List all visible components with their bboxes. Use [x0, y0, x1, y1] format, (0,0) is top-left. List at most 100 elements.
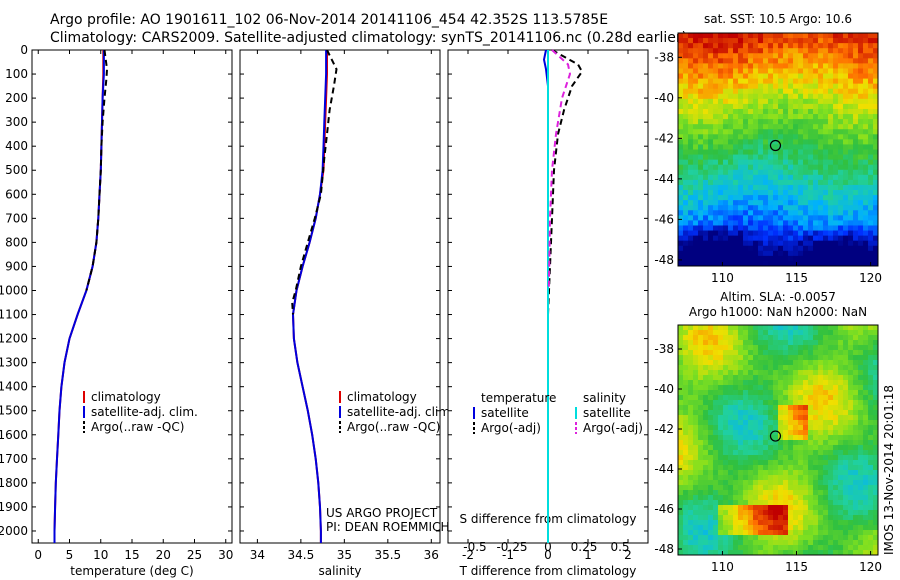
heatmap-cell	[828, 63, 834, 69]
heatmap-cell	[858, 179, 864, 186]
heatmap-cell	[743, 149, 749, 155]
heatmap-cell	[678, 540, 684, 546]
heatmap-cell	[823, 139, 829, 145]
heatmap-cell	[763, 420, 769, 426]
heatmap-cell	[818, 345, 824, 351]
heatmap-cell	[693, 410, 699, 416]
heatmap-cell	[753, 440, 759, 446]
heatmap-cell	[688, 500, 694, 506]
heatmap-cell	[698, 88, 704, 95]
heatmap-cell	[788, 435, 794, 441]
heatmap-cell	[838, 230, 844, 237]
heatmap-cell	[808, 375, 814, 381]
heatmap-cell	[768, 93, 774, 100]
heatmap-cell	[813, 103, 819, 110]
x-tick-label: 2	[624, 548, 632, 562]
heatmap-cell	[833, 114, 839, 120]
heatmap-cell	[713, 184, 719, 191]
heatmap-cell	[858, 340, 864, 346]
heatmap-cell	[738, 380, 744, 386]
legend-label: Argo(-adj)	[481, 421, 541, 435]
heatmap-cell	[828, 240, 834, 247]
heatmap-cell	[783, 350, 789, 356]
heatmap-cell	[848, 250, 854, 257]
heatmap-cell	[828, 33, 834, 39]
heatmap-cell	[838, 58, 844, 64]
heatmap-cell	[703, 440, 709, 446]
heatmap-cell	[778, 114, 784, 120]
heatmap-cell	[713, 63, 719, 69]
heatmap-cell	[823, 405, 829, 411]
heatmap-cell	[873, 420, 879, 426]
heatmap-cell	[833, 53, 839, 59]
heatmap-cell	[773, 93, 779, 100]
heatmap-cell	[703, 195, 709, 201]
heatmap-cell	[678, 114, 684, 120]
heatmap-cell	[833, 330, 839, 336]
heatmap-cell	[773, 470, 779, 476]
heatmap-cell	[718, 58, 724, 64]
heatmap-cell	[748, 350, 754, 356]
heatmap-cell	[758, 410, 764, 416]
heatmap-cell	[778, 500, 784, 506]
heatmap-cell	[773, 525, 779, 531]
heatmap-cell	[853, 225, 859, 231]
heatmap-cell	[723, 43, 729, 49]
heatmap-cell	[803, 325, 809, 331]
heatmap-cell	[738, 58, 744, 64]
heatmap-cell	[758, 480, 764, 486]
heatmap-cell	[728, 129, 734, 135]
heatmap-cell	[768, 485, 774, 491]
heatmap-cell	[768, 58, 774, 64]
heatmap-cell	[843, 174, 849, 181]
heatmap-cell	[698, 200, 704, 206]
heatmap-cell	[738, 179, 744, 186]
heatmap-cell	[788, 430, 794, 436]
heatmap-cell	[823, 530, 829, 536]
heatmap-cell	[823, 73, 829, 79]
heatmap-cell	[763, 435, 769, 441]
heatmap-cell	[778, 545, 784, 551]
heatmap-cell	[813, 350, 819, 356]
heatmap-cell	[853, 435, 859, 441]
heatmap-cell	[828, 370, 834, 376]
heatmap-cell	[808, 370, 814, 376]
heatmap-cell	[718, 350, 724, 356]
heatmap-cell	[808, 450, 814, 456]
heatmap-cell	[798, 230, 804, 237]
heatmap-cell	[773, 475, 779, 481]
heatmap-cell	[728, 134, 734, 140]
heatmap-cell	[748, 510, 754, 516]
heatmap-cell	[823, 440, 829, 446]
heatmap-cell	[683, 195, 689, 201]
heatmap-cell	[823, 525, 829, 531]
heatmap-cell	[783, 520, 789, 526]
heatmap-cell	[843, 144, 849, 150]
heatmap-cell	[698, 420, 704, 426]
heatmap-cell	[823, 475, 829, 481]
heatmap-cell	[718, 235, 724, 242]
heatmap-cell	[833, 250, 839, 257]
heatmap-cell	[843, 159, 849, 166]
heatmap-cell	[808, 505, 814, 511]
heatmap-cell	[823, 360, 829, 366]
heatmap-cell	[813, 195, 819, 201]
heatmap-cell	[738, 405, 744, 411]
heatmap-cell	[743, 245, 749, 252]
heatmap-cell	[683, 108, 689, 115]
heatmap-cell	[873, 445, 879, 451]
heatmap-cell	[713, 550, 719, 556]
heatmap-cell	[743, 230, 749, 237]
heatmap-cell	[718, 495, 724, 501]
heatmap-cell	[708, 340, 714, 346]
heatmap-cell	[703, 260, 709, 267]
heatmap-cell	[793, 520, 799, 526]
heatmap-cell	[768, 520, 774, 526]
heatmap-cell	[863, 245, 869, 252]
heatmap-cell	[748, 179, 754, 186]
heatmap-cell	[873, 510, 879, 516]
heatmap-cell	[793, 465, 799, 471]
heatmap-cell	[728, 98, 734, 105]
heatmap-cell	[763, 500, 769, 506]
heatmap-cell	[808, 340, 814, 346]
